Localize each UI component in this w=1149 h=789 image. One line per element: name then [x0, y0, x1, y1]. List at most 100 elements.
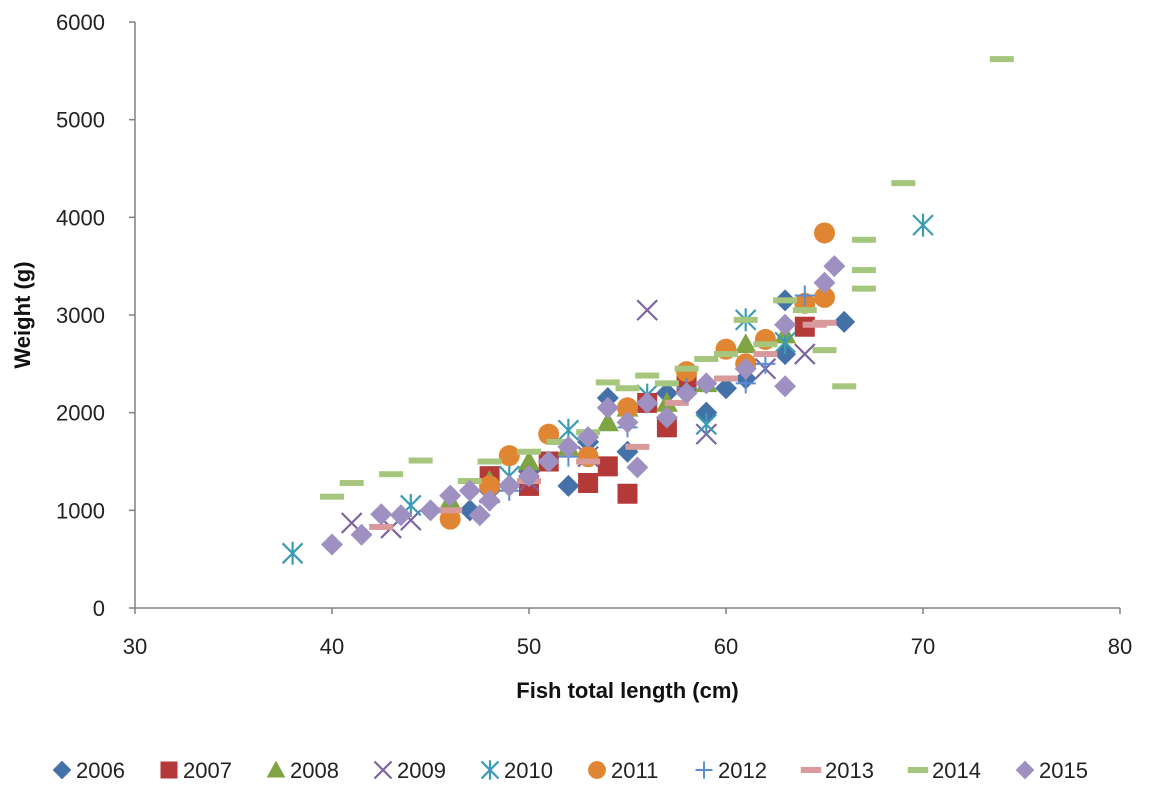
data-point — [546, 438, 571, 445]
legend-label: 2013 — [825, 758, 874, 783]
legend-marker — [52, 760, 72, 780]
data-point — [369, 523, 394, 530]
y-tick-label: 4000 — [56, 205, 105, 230]
data-point — [814, 222, 835, 244]
data-point — [675, 382, 698, 405]
data-point — [518, 450, 540, 471]
data-point — [458, 479, 481, 502]
legend-item-2013: 2013 — [800, 758, 874, 783]
legend-marker — [907, 767, 929, 773]
data-point — [753, 351, 778, 358]
legend-label: 2011 — [611, 758, 658, 783]
data-point — [851, 285, 876, 292]
data-points — [281, 56, 1014, 565]
data-point — [636, 299, 658, 321]
data-point — [468, 504, 491, 527]
axes: 30 40 50 60 70 80 0 1000 2000 3000 4000 5000 6000 — [56, 10, 1132, 659]
data-point — [794, 285, 815, 306]
data-point — [478, 489, 501, 512]
legend-label: 2015 — [1039, 758, 1088, 783]
legend-label: 2012 — [718, 758, 767, 783]
data-point — [674, 365, 699, 372]
data-point — [664, 399, 689, 406]
data-point — [557, 474, 580, 497]
y-axis-title: Weight (g) — [10, 261, 35, 368]
legend-marker — [266, 760, 286, 778]
x-tick-label: 60 — [714, 634, 738, 659]
data-point — [814, 286, 835, 308]
legend-label: 2009 — [397, 758, 446, 783]
y-tick-label: 3000 — [56, 303, 105, 328]
data-point — [823, 255, 846, 278]
data-point — [654, 380, 679, 387]
legend-marker — [800, 767, 822, 773]
data-point — [695, 412, 718, 436]
data-point — [321, 533, 343, 556]
y-ticks: 0 1000 2000 3000 4000 5000 6000 — [56, 10, 135, 621]
y-tick-label: 5000 — [56, 108, 105, 133]
data-point — [714, 375, 738, 382]
data-point — [616, 411, 639, 434]
data-point — [636, 391, 659, 414]
data-point — [755, 353, 776, 374]
data-point — [989, 56, 1014, 63]
data-point — [617, 397, 638, 419]
x-tick-label: 30 — [123, 634, 147, 659]
legend-label: 2014 — [932, 758, 981, 783]
data-point — [734, 333, 757, 354]
data-point — [479, 475, 501, 497]
data-point — [694, 355, 719, 362]
data-point — [518, 465, 540, 488]
legend: 2006 2007 2008 2009 2010 2011 2012 2013 2014 2015 — [52, 758, 1088, 783]
y-tick-label: 6000 — [56, 10, 105, 35]
data-point — [891, 180, 916, 187]
data-point — [557, 435, 580, 458]
data-point — [625, 443, 650, 450]
data-point — [350, 523, 373, 546]
x-tick-label: 50 — [517, 634, 541, 659]
data-point — [577, 426, 600, 449]
data-point — [715, 377, 737, 400]
legend-item-2009: 2009 — [373, 758, 446, 783]
legend-marker — [480, 760, 500, 780]
data-point — [477, 458, 502, 465]
legend-marker — [588, 761, 606, 779]
legend-marker — [695, 761, 713, 779]
legend-item-2014: 2014 — [907, 758, 981, 783]
data-point — [596, 411, 619, 432]
x-tick-label: 40 — [320, 634, 344, 659]
data-point — [498, 474, 521, 497]
data-point — [320, 493, 344, 500]
data-point — [595, 379, 620, 386]
legend-item-2008: 2008 — [266, 758, 339, 783]
x-tick-label: 80 — [1108, 634, 1132, 659]
data-point — [578, 472, 599, 493]
data-point — [794, 343, 816, 365]
data-point — [576, 458, 601, 465]
data-point — [714, 351, 738, 358]
legend-label: 2006 — [76, 758, 125, 783]
x-tick-label: 70 — [911, 634, 935, 659]
data-point — [635, 372, 660, 379]
data-point — [626, 456, 649, 479]
data-point — [812, 319, 837, 326]
y-tick-label: 2000 — [56, 401, 105, 426]
data-point — [655, 406, 678, 429]
legend-item-2011: 2011 — [588, 758, 658, 783]
data-point — [695, 372, 718, 395]
series-2015 — [321, 255, 846, 556]
data-point — [379, 471, 404, 478]
legend-label: 2010 — [504, 758, 553, 783]
data-point — [389, 504, 412, 527]
data-point — [498, 445, 520, 467]
data-point — [438, 507, 463, 514]
legend-label: 2007 — [183, 758, 232, 783]
legend-marker — [160, 761, 178, 779]
data-point — [615, 385, 640, 392]
data-point — [851, 267, 876, 274]
legend-item-2006: 2006 — [52, 758, 125, 783]
data-point — [617, 483, 638, 504]
legend-item-2010: 2010 — [480, 758, 553, 783]
data-point — [773, 297, 798, 304]
